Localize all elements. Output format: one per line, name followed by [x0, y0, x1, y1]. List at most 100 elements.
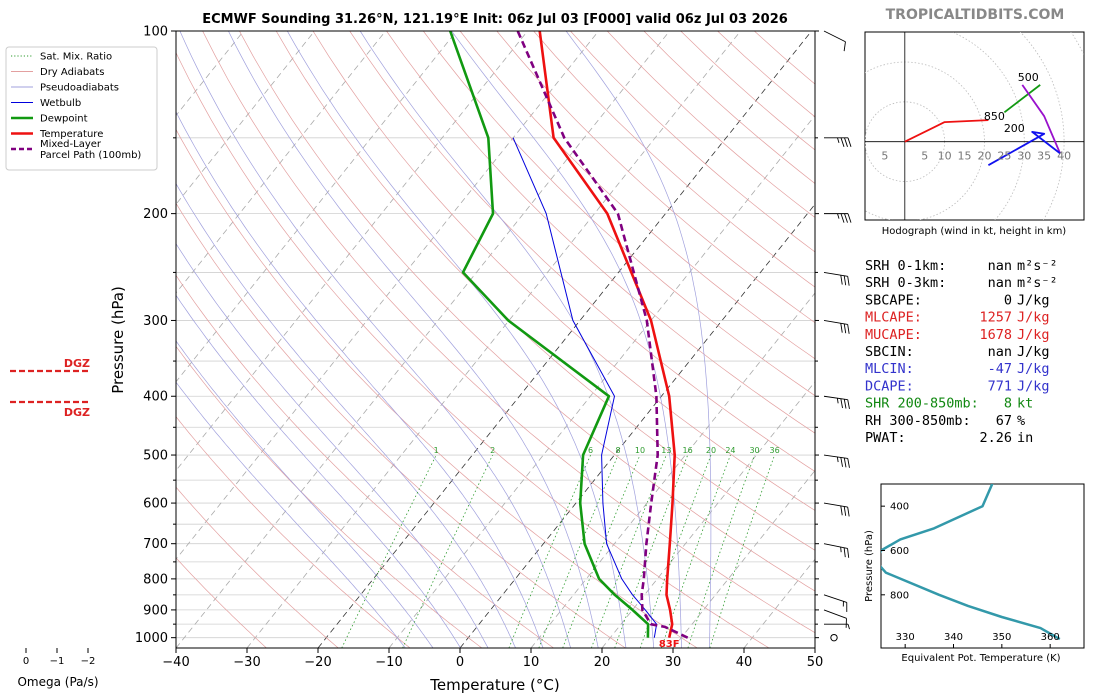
legend-label: Wetbulb — [40, 98, 81, 109]
y-tick-label: 1000 — [135, 631, 168, 646]
wind-barb-flag — [840, 275, 843, 285]
legend-box — [5, 46, 158, 171]
wind-barb-flag — [847, 399, 850, 410]
wind-barb-staff — [823, 30, 846, 43]
mixing-ratio-line — [614, 454, 689, 648]
isotherm-line — [530, 292, 815, 648]
isotherm-line — [176, 31, 528, 472]
omega-tick-label: 0 — [23, 656, 29, 667]
y-tick-label: 100 — [143, 25, 168, 40]
wind-barb-flag — [847, 324, 850, 334]
stat-label: MUCAPE: — [865, 327, 922, 343]
wind-barb-flag — [840, 323, 843, 333]
dry-adiabat-line — [176, 128, 698, 648]
wind-barb — [824, 213, 852, 223]
theta-e-line — [881, 484, 1061, 641]
skewt-y-axis-label: Pressure (hPa) — [109, 286, 127, 394]
theta-e-y-tick-label: 800 — [890, 590, 909, 601]
mixing-ratio-label: 6 — [588, 446, 593, 455]
mixing-ratio-label: 13 — [661, 446, 671, 455]
wind-barb-half-flag — [837, 137, 840, 143]
hodograph-ring-label: 5 — [881, 150, 888, 163]
mixing-ratio-label: 16 — [683, 446, 693, 455]
dry-adiabat-line — [176, 202, 626, 648]
stat-label: RH 300-850mb: — [865, 413, 971, 429]
stat-unit: kt — [1017, 396, 1033, 412]
legend-label: Pseudoadiabats — [40, 83, 119, 94]
wind-barb-flag — [843, 399, 847, 409]
wind-barb-flag — [847, 458, 850, 468]
wind-barb — [823, 502, 850, 517]
x-tick-label: 20 — [594, 655, 611, 670]
wind-barb-flag — [840, 505, 843, 516]
wind-barb-staff — [823, 543, 848, 549]
isotherm-line — [176, 31, 599, 560]
wind-barb-staff — [823, 395, 848, 401]
stat-value: -47 — [988, 361, 1012, 377]
pseudoadiabat-line — [451, 31, 682, 648]
wind-barb-calm — [830, 633, 838, 642]
pseudoadiabat-line — [179, 31, 571, 648]
stat-value: 1257 — [979, 310, 1012, 326]
dry-adiabat-line — [496, 31, 815, 324]
theta-e-x-axis-label: Equivalent Pot. Temperature (K) — [901, 653, 1060, 664]
dry-adiabat-line — [275, 31, 815, 551]
stat-label: SHR 200-850mb: — [865, 396, 979, 412]
dgz-label: DGZ — [64, 357, 90, 370]
hodograph-ring-label: 40 — [1057, 150, 1071, 163]
hodograph-ring-label: 30 — [1017, 150, 1031, 163]
pseudoadiabat-line — [286, 31, 627, 648]
pseudoadiabat-line — [176, 243, 489, 648]
hodograph-ring-label: 5 — [921, 150, 928, 163]
omega-axis-label: Omega (Pa/s) — [17, 675, 98, 689]
pseudoadiabat-line — [359, 31, 655, 648]
hodograph-segment — [1021, 84, 1061, 154]
stat-unit: in — [1017, 430, 1033, 446]
stat-value: nan — [988, 344, 1012, 360]
hodograph-segment — [987, 130, 1061, 166]
legend: Sat. Mix. Ratio Dry Adiabats Pseudoadiabat… — [5, 46, 158, 171]
hodograph-ring-label: 20 — [977, 150, 991, 163]
stat-unit: m²s⁻² — [1017, 275, 1058, 291]
theta-e-profile — [881, 484, 1061, 641]
theta-e-x-tick-label: 330 — [896, 632, 915, 643]
legend-label: Sat. Mix. Ratio — [40, 52, 112, 63]
stat-value: 771 — [988, 378, 1012, 394]
wetbulb-line — [512, 137, 658, 638]
mixing-ratio-line — [508, 454, 591, 648]
mixing-ratio-line — [402, 454, 493, 648]
hodograph-ring-label: 15 — [958, 150, 972, 163]
legend-label: Parcel Path (100mb) — [40, 150, 141, 161]
stat-unit: J/kg — [1017, 378, 1050, 394]
wind-barb — [823, 609, 847, 628]
mixing-ratio-label: 24 — [725, 446, 735, 455]
dry-adiabat-line — [176, 416, 411, 648]
wind-barb-staff — [823, 609, 847, 619]
omega-tick-label: −1 — [50, 656, 65, 667]
legend-label: Mixed-Layer — [40, 139, 102, 150]
mixing-ratio-label: 1 — [434, 446, 439, 455]
mixing-ratio-label: 2 — [490, 446, 495, 455]
wind-barbs — [823, 30, 852, 642]
skewt-axes: 83F −40 −30 −20 −10 0 10 20 30 40 50 100 200 300 400 50… — [135, 25, 823, 671]
stat-value: nan — [988, 275, 1012, 291]
hodograph-point-label: 850 — [984, 110, 1005, 123]
legend-label: Temperature — [39, 129, 103, 140]
hodograph-segment — [1003, 84, 1041, 114]
y-tick-label: 300 — [143, 314, 168, 329]
wind-barb-flag — [847, 276, 850, 286]
wind-barb-staff — [823, 320, 848, 325]
dry-adiabat-line — [533, 31, 815, 288]
isotherm-line — [601, 381, 815, 648]
wind-barb — [823, 30, 846, 52]
pseudoadiabat-line — [176, 294, 461, 648]
wind-barb-flag — [840, 457, 843, 467]
isotherm-line — [459, 203, 815, 648]
x-tick-label: 40 — [736, 655, 753, 670]
wind-barb-flag — [847, 548, 850, 558]
hodograph-ring-label: 10 — [938, 150, 952, 163]
mixing-ratio-label: 30 — [749, 446, 759, 455]
skewt-frame — [175, 30, 816, 649]
pseudoadiabat-line — [176, 381, 406, 648]
